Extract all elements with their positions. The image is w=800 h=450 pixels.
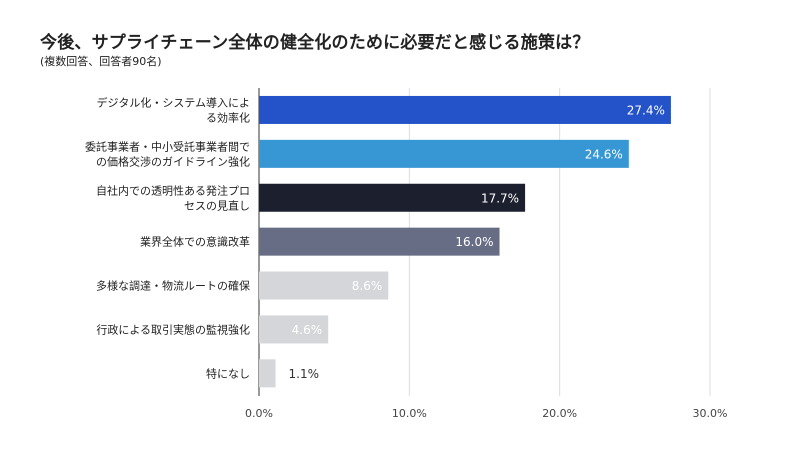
category-label: る効率化 [206,110,250,124]
category-label: セスの見直し [184,198,250,212]
data-label: 24.6% [585,147,623,161]
bar [259,139,629,168]
bar [259,359,276,388]
x-tick-label: 20.0% [542,407,577,420]
bar [259,95,671,124]
category-label: 業界全体での意識改革 [140,235,250,249]
x-tick-label: 0.0% [245,407,273,420]
data-label: 1.1% [289,367,320,381]
category-label: の価格交渉のガイドライン強化 [96,154,250,168]
data-label: 16.0% [455,235,493,249]
bar [259,271,389,300]
data-label: 27.4% [627,103,665,117]
category-label: デジタル化・システム導入によ [97,95,250,109]
chart-title: 今後、サプライチェーン全体の健全化のために必要だと感じる施策は？ [40,33,590,53]
category-label: 自社内での透明性ある発注プロ [96,183,250,197]
x-tick-label: 10.0% [392,407,427,420]
category-label: 多様な調達・物流ルートの確保 [96,279,250,293]
bar [259,227,500,256]
bar [259,183,526,212]
data-label: 8.6% [352,279,383,293]
data-label: 4.6% [292,323,323,337]
bar [259,315,329,344]
chart-subtitle: (複数回答、回答者90名) [40,55,162,68]
category-label: 特になし [206,366,250,380]
data-label: 17.7% [481,191,519,205]
x-tick-label: 30.0% [693,407,728,420]
category-label: 委託事業者・中小受託事業者間で [85,139,250,153]
category-label: 行政による取引実態の監視強化 [96,322,250,336]
